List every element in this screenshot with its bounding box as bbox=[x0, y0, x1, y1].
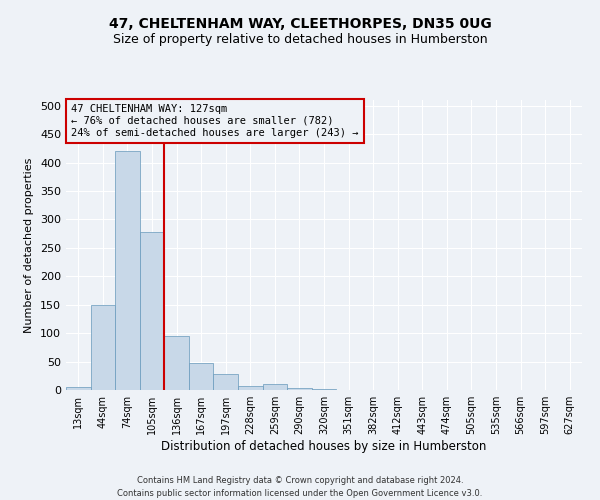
Text: 47 CHELTENHAM WAY: 127sqm
← 76% of detached houses are smaller (782)
24% of semi: 47 CHELTENHAM WAY: 127sqm ← 76% of detac… bbox=[71, 104, 359, 138]
Text: Size of property relative to detached houses in Humberston: Size of property relative to detached ho… bbox=[113, 34, 487, 46]
Text: 47, CHELTENHAM WAY, CLEETHORPES, DN35 0UG: 47, CHELTENHAM WAY, CLEETHORPES, DN35 0U… bbox=[109, 18, 491, 32]
Bar bbox=[312, 389, 336, 390]
Bar bbox=[66, 387, 91, 390]
Bar bbox=[263, 384, 287, 390]
Bar bbox=[91, 304, 115, 390]
Bar bbox=[214, 374, 238, 390]
Text: Contains HM Land Registry data © Crown copyright and database right 2024.
Contai: Contains HM Land Registry data © Crown c… bbox=[118, 476, 482, 498]
Bar bbox=[238, 386, 263, 390]
Bar bbox=[115, 151, 140, 390]
Bar bbox=[164, 336, 189, 390]
Y-axis label: Number of detached properties: Number of detached properties bbox=[25, 158, 34, 332]
Bar bbox=[140, 232, 164, 390]
X-axis label: Distribution of detached houses by size in Humberston: Distribution of detached houses by size … bbox=[161, 440, 487, 453]
Bar bbox=[189, 362, 214, 390]
Bar bbox=[287, 388, 312, 390]
